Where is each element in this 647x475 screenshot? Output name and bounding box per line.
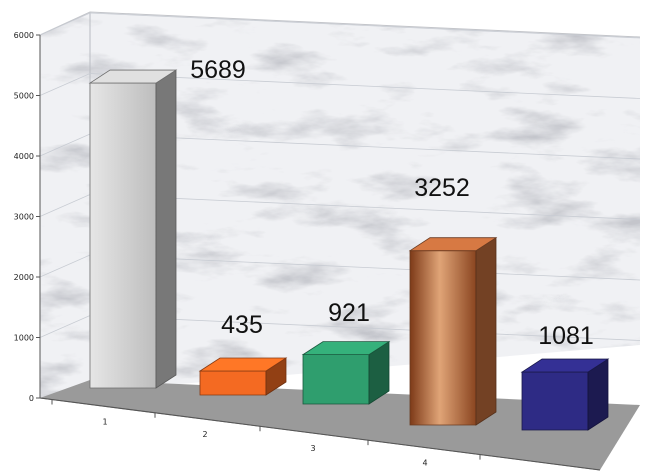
bar-top-face	[520, 358, 610, 373]
y-tick-label: 3000	[14, 213, 34, 222]
bar	[520, 358, 610, 431]
y-tick-label: 5000	[14, 92, 34, 101]
data-label: 435	[221, 311, 263, 339]
bar-front-face	[409, 250, 477, 426]
bar	[408, 236, 498, 426]
data-labels: 5689 435 921 3252 1081	[190, 56, 594, 350]
bar-side-face	[475, 236, 497, 426]
y-tick-label: 4000	[14, 152, 34, 161]
bar-top-face	[301, 341, 391, 356]
bar-top-face	[408, 237, 498, 252]
bar	[88, 69, 178, 389]
y-tick-label: 2000	[14, 273, 34, 282]
x-tick-label: 1	[102, 417, 107, 426]
x-tick-label: 3	[310, 444, 315, 453]
x-tick-label: 2	[202, 430, 207, 439]
y-tick-label: 6000	[14, 31, 34, 40]
y-tick-label: 1000	[14, 334, 34, 343]
data-label: 3252	[414, 174, 470, 202]
bar-side-face	[155, 69, 177, 389]
bar	[198, 357, 288, 396]
x-axis: 1 2 3 4	[39, 397, 601, 471]
gridline	[39, 12, 641, 39]
bars	[88, 69, 610, 431]
data-label: 5689	[190, 56, 246, 84]
x-axis-line	[39, 397, 601, 471]
data-label: 921	[328, 299, 370, 327]
bar-front-face	[302, 354, 370, 405]
y-axis: 0 1000 2000 3000 4000 5000 6000	[14, 31, 41, 403]
bar	[301, 340, 391, 405]
bar-front-face	[89, 82, 157, 389]
y-tick-label: 0	[29, 394, 34, 403]
bar-front-face	[199, 370, 267, 396]
bar-front-face	[521, 371, 589, 431]
x-tick-label: 4	[422, 459, 427, 468]
bar-top-face	[198, 357, 288, 372]
data-label: 1081	[538, 322, 594, 350]
gridline	[39, 73, 641, 99]
bar-top-face	[88, 69, 178, 84]
